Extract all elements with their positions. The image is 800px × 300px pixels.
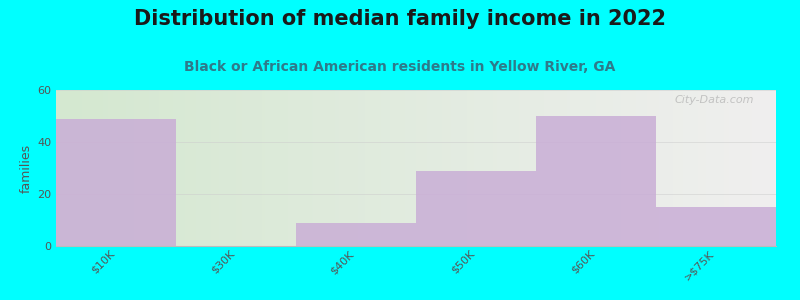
Bar xyxy=(296,223,416,246)
Bar xyxy=(656,207,776,246)
Bar xyxy=(56,118,176,246)
Bar xyxy=(416,171,536,246)
Text: Black or African American residents in Yellow River, GA: Black or African American residents in Y… xyxy=(184,60,616,74)
Bar xyxy=(536,116,656,246)
Text: City-Data.com: City-Data.com xyxy=(675,95,754,105)
Text: Distribution of median family income in 2022: Distribution of median family income in … xyxy=(134,9,666,29)
Y-axis label: families: families xyxy=(20,143,33,193)
